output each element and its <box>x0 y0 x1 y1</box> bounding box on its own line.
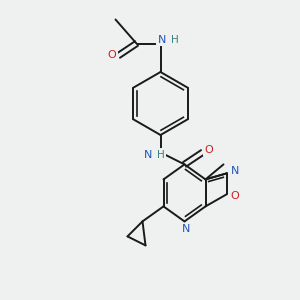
Text: N: N <box>231 166 239 176</box>
Text: N: N <box>182 224 190 234</box>
Text: N: N <box>158 35 166 45</box>
Text: N: N <box>144 150 152 160</box>
Text: O: O <box>107 50 116 60</box>
Text: O: O <box>205 145 214 155</box>
Text: H: H <box>171 35 179 45</box>
Text: H: H <box>157 150 165 160</box>
Text: O: O <box>230 191 239 201</box>
